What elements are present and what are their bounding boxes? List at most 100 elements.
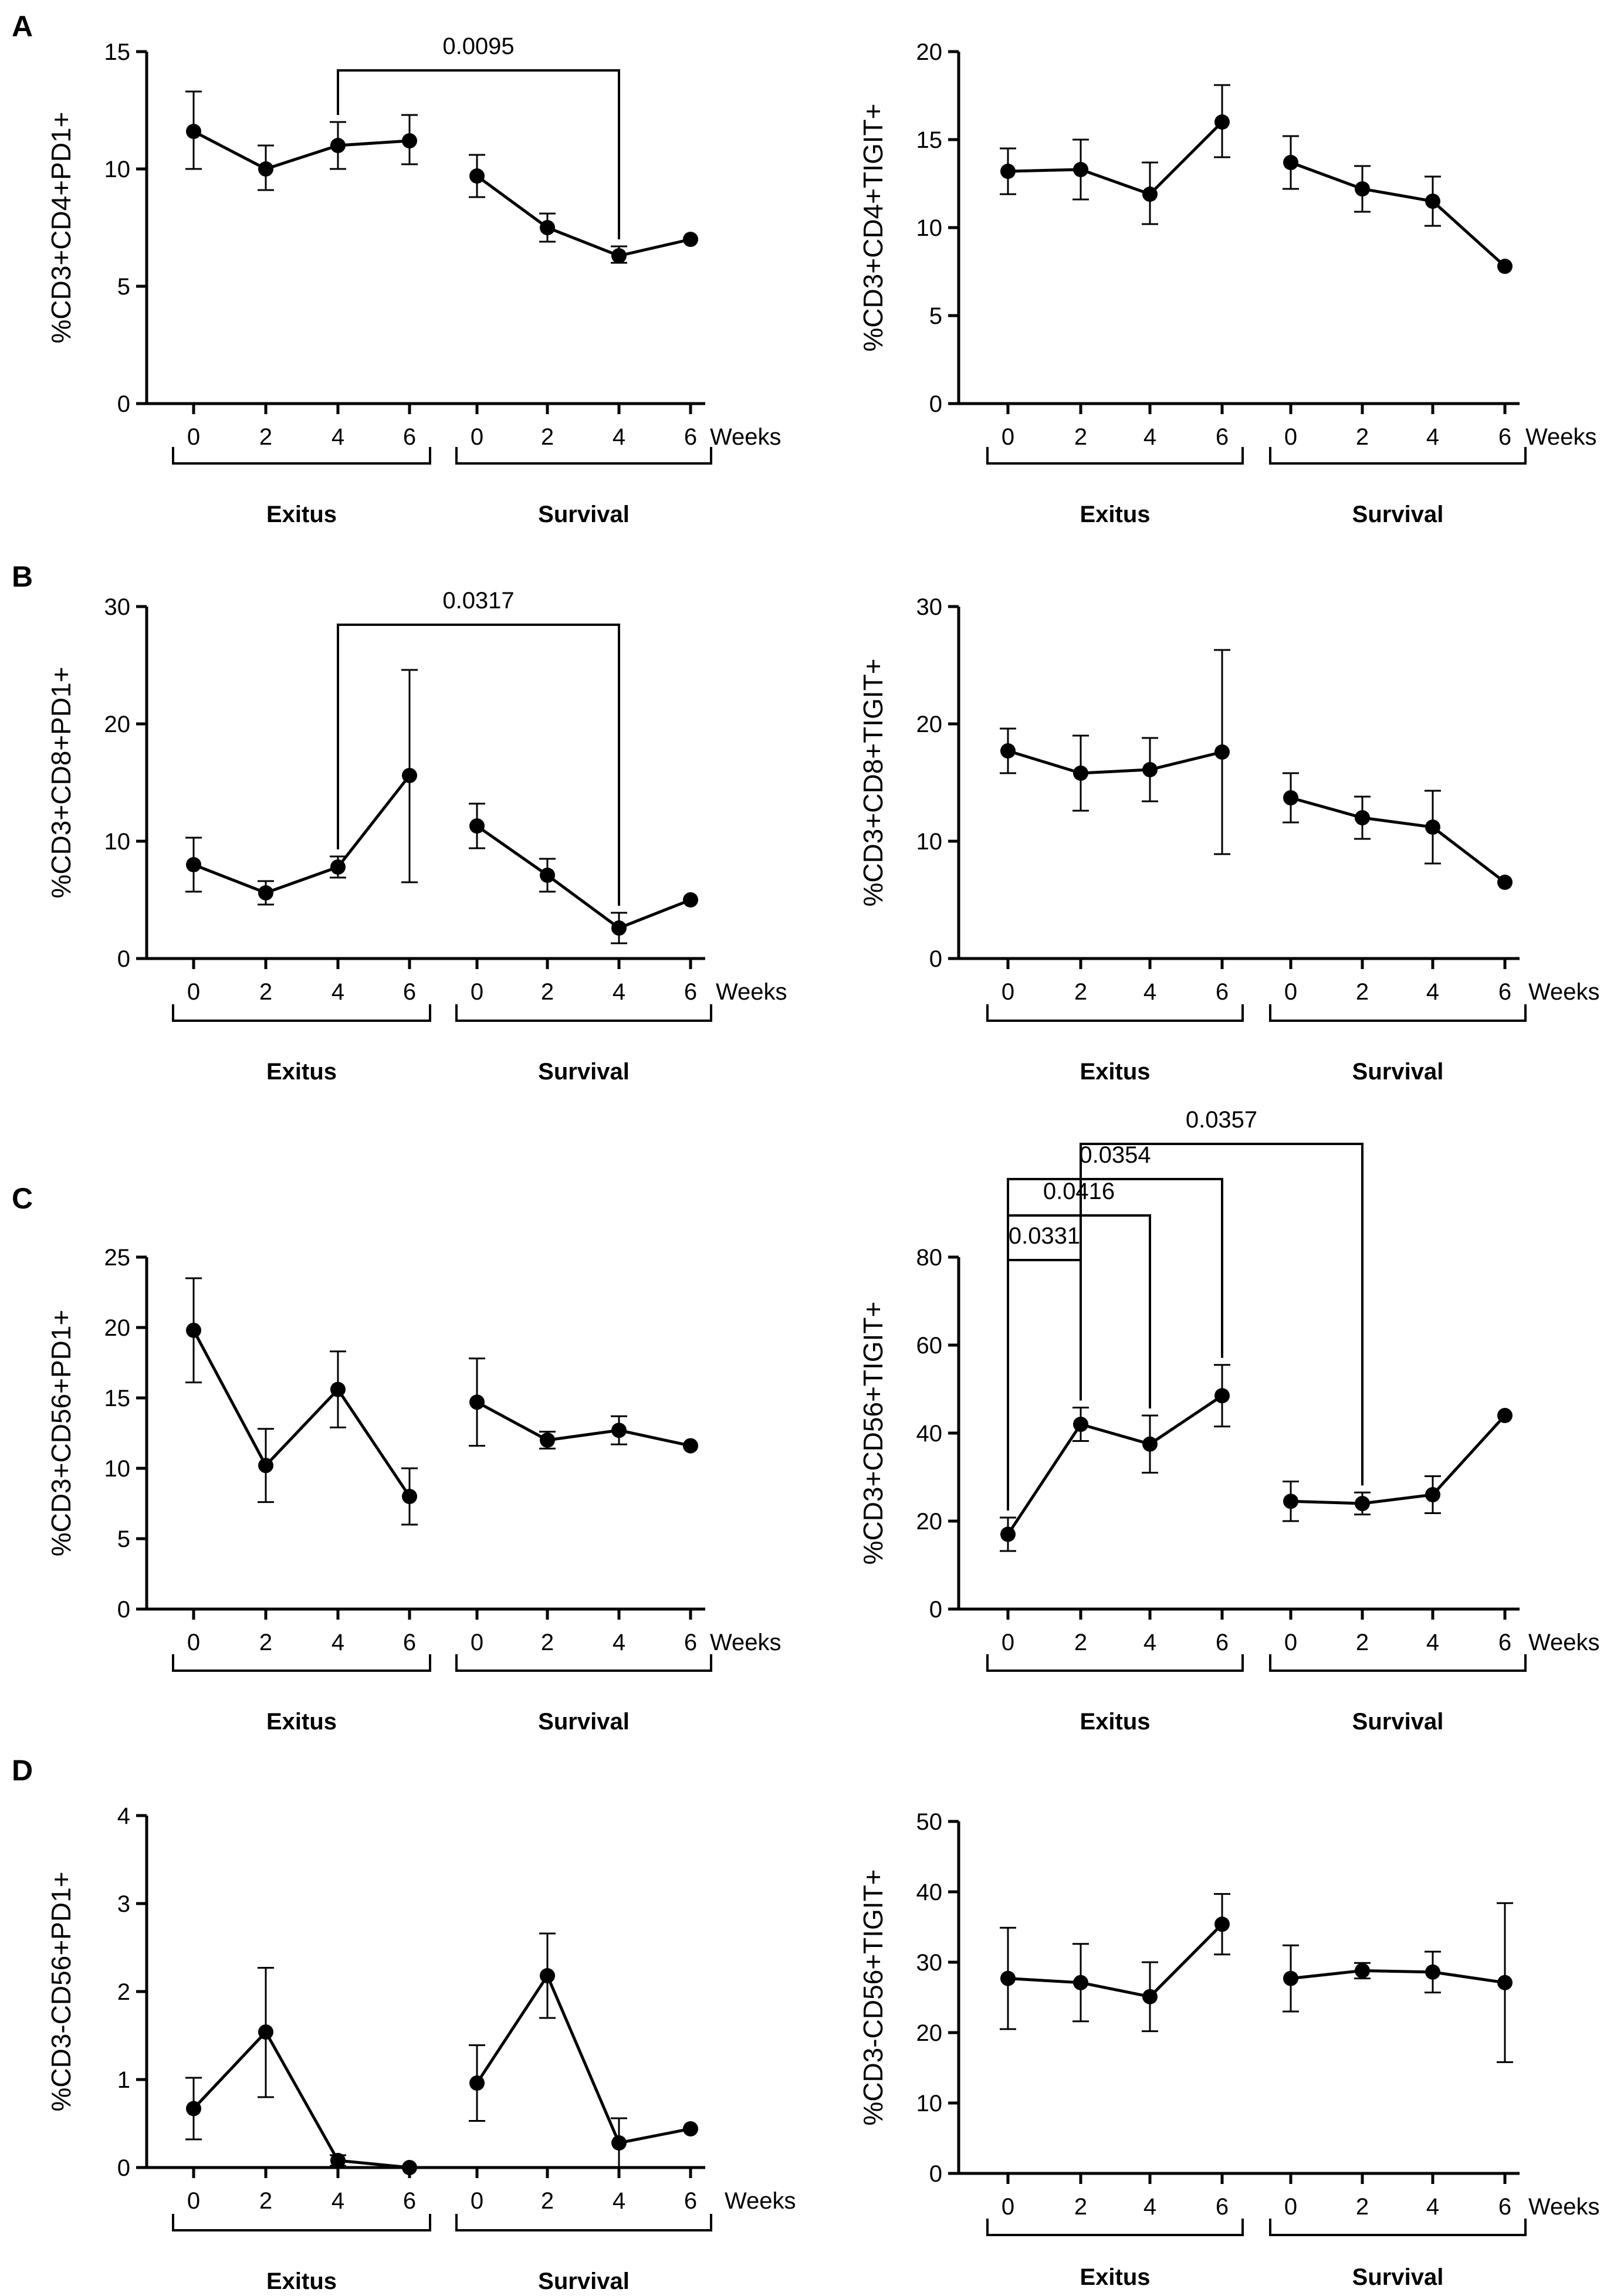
group-label: Exitus [266,1709,337,1735]
data-point [402,1489,417,1504]
y-tick-label: 10 [916,215,943,241]
data-point [1000,743,1016,758]
group-bracket [986,2219,1244,2236]
y-tick-label: 0 [117,946,130,972]
x-tick-label: 4 [331,979,344,1005]
group-label: Survival [538,1709,630,1735]
series-line [1290,1414,1506,1505]
x-tick-label: 0 [1284,1630,1297,1655]
group-bracket [986,447,1244,465]
data-point [469,2075,485,2091]
x-tick-label: 2 [1074,2194,1087,2220]
data-point [1425,194,1440,209]
data-point [1073,766,1088,781]
data-point [1000,164,1016,179]
series-line [192,130,410,171]
data-point [402,768,417,783]
significance-bracket [1080,1143,1364,1486]
x-tick-label: 6 [684,979,697,1005]
y-tick-label: 20 [916,39,943,65]
significance-bracket [337,624,620,906]
significance-bracket [337,69,620,239]
y-tick-label: 5 [117,274,130,300]
y-tick-label: 20 [104,712,131,737]
y-axis-title: %CD3+CD8+TIGIT+ [858,658,888,906]
data-point [1214,1388,1230,1404]
x-tick-label: 2 [1074,424,1087,450]
data-point [540,220,555,235]
x-tick-label: 4 [1426,979,1439,1005]
x-tick-label: 6 [1216,1630,1229,1655]
y-tick-label: 20 [916,712,943,737]
x-tick-label: 0 [471,424,483,450]
group-label: Survival [538,502,630,527]
group-label: Survival [1352,1059,1444,1085]
y-tick-label: 30 [916,594,943,620]
y-tick-label: 0 [117,391,130,417]
data-point [1497,259,1513,274]
x-tick-label: 2 [259,424,272,450]
data-point [1355,181,1370,197]
p-value-label: 0.0416 [1043,1179,1115,1204]
x-tick-label: 0 [187,2188,200,2214]
group-bracket [455,1654,712,1672]
x-tick-label: 4 [331,1630,344,1655]
x-tick-label: 6 [403,2188,416,2214]
data-point [469,818,485,834]
group-bracket [1269,1654,1527,1672]
x-tick-label: 0 [1284,424,1297,450]
x-tick-label: 0 [187,1630,200,1655]
group-label: Survival [1352,2264,1444,2290]
y-tick-label: 20 [104,1315,131,1341]
data-point [1497,875,1513,890]
y-tick-label: 80 [916,1245,943,1271]
x-tick-label: 6 [403,1630,416,1655]
y-tick-label: 10 [104,829,131,855]
series-line [1290,796,1506,883]
series-line [476,824,691,930]
panel-letter-b: B [12,560,33,593]
series-line [475,1972,691,2145]
data-point [186,2101,201,2116]
x-tick-label: 6 [684,424,697,450]
data-point [469,168,485,184]
x-tick-label: 4 [1143,424,1156,450]
group-label: Exitus [266,502,337,527]
x-tick-label: 4 [331,424,344,450]
x-tick-label: 2 [1356,1630,1369,1655]
data-point [1214,114,1230,130]
y-axis-title: %CD3-CD56+TIGIT+ [858,1869,888,2125]
x-tick-label: 4 [613,424,625,450]
x-tick-label: 0 [471,2188,483,2214]
y-tick-label: 2 [117,1979,130,2005]
data-point [330,859,346,875]
data-point [1142,1989,1158,2004]
x-tick-label: 0 [187,979,200,1005]
data-point [258,1458,273,1474]
y-tick-label: 25 [104,1245,131,1271]
series-line [192,1329,411,1498]
x-tick-label: 2 [1356,424,1369,450]
p-value-label: 0.0095 [442,33,514,59]
data-point [1355,810,1370,825]
x-tick-label: 4 [1143,1630,1156,1655]
y-tick-label: 0 [929,946,942,972]
data-point [611,248,627,263]
x-tick-label: 4 [613,2188,625,2214]
x-tick-label: 6 [1498,979,1511,1005]
group-label: Exitus [1080,502,1150,527]
x-tick-label: 0 [1002,1630,1014,1655]
data-point [683,1438,698,1454]
data-point [611,920,627,936]
x-tick-label: 2 [1356,979,1369,1005]
data-point [330,1381,346,1397]
group-label: Survival [1352,502,1444,527]
x-tick-label: 6 [684,2188,697,2214]
data-point [258,2024,273,2040]
series-line [1007,1923,1223,1999]
weeks-label: Weeks [1528,1630,1600,1655]
data-point [1000,1526,1016,1542]
data-point [186,1322,201,1338]
weeks-label: Weeks [1528,979,1600,1005]
